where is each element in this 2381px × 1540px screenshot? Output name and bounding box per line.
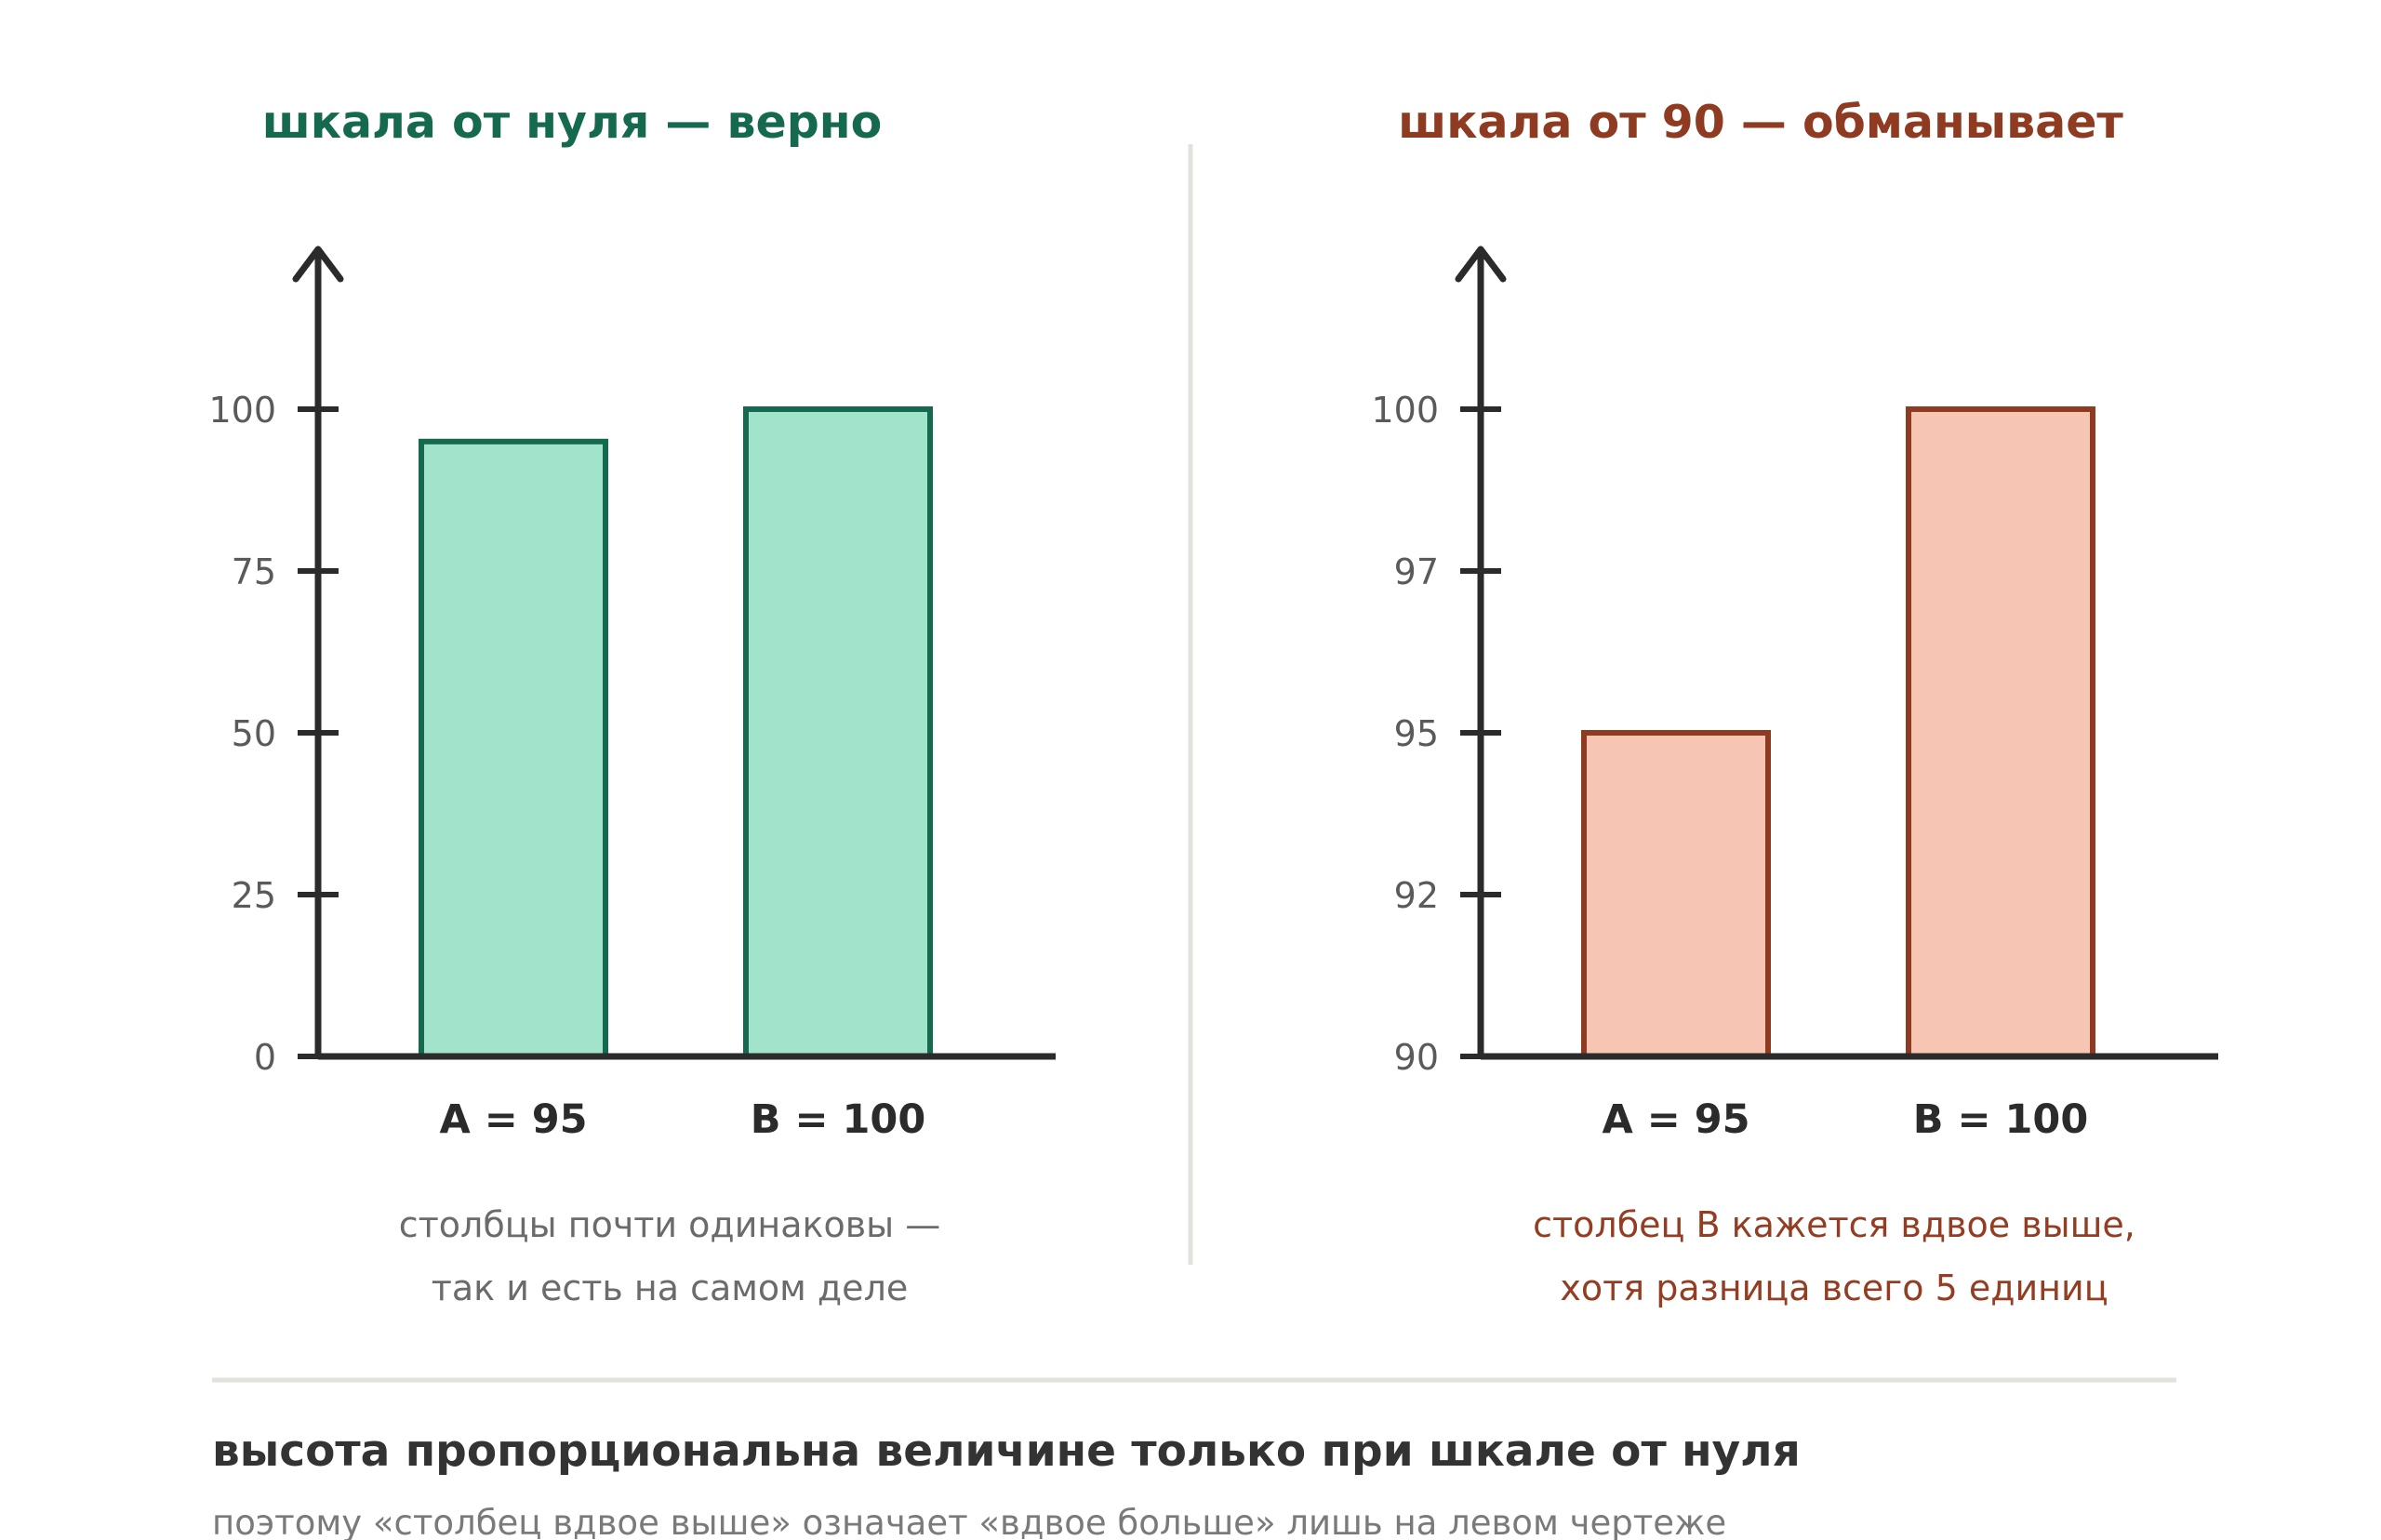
right-chart-panel: шкала от 90 — обманывает 90 92 95 97 100 A =… xyxy=(1371,96,2218,1308)
footer-title: высота пропорциональна величине только п… xyxy=(212,1426,1801,1477)
right-category-labels: A = 95 B = 100 xyxy=(1602,1096,2088,1143)
footer-subtitle: поэтому «столбец вдвое выше» означает «в… xyxy=(212,1503,1726,1540)
left-category-labels: A = 95 B = 100 xyxy=(439,1096,925,1143)
right-y-tick-label: 97 xyxy=(1394,551,1439,592)
left-bars xyxy=(419,406,933,1059)
left-category-label-a: A = 95 xyxy=(439,1096,587,1143)
right-y-tick-label: 90 xyxy=(1394,1037,1439,1078)
right-note-line-2: хотя разница всего 5 единиц xyxy=(1560,1268,2108,1308)
left-bar-a xyxy=(419,438,608,1059)
left-y-tick-label: 50 xyxy=(232,713,276,754)
right-category-label-b: B = 100 xyxy=(1913,1096,2089,1143)
left-chart-title: шкала от нуля — верно xyxy=(262,96,883,149)
right-y-axis-arrow xyxy=(1455,246,1507,283)
right-category-label-a: A = 95 xyxy=(1602,1096,1749,1143)
left-axes xyxy=(292,246,1056,1060)
left-category-label-b: B = 100 xyxy=(751,1096,926,1143)
left-y-tick-label: 75 xyxy=(232,551,276,592)
right-y-tick-label: 95 xyxy=(1394,713,1439,754)
left-y-tick-label: 100 xyxy=(208,390,276,431)
right-chart-title: шкала от 90 — обманывает xyxy=(1398,96,2123,149)
left-chart-panel: шкала от нуля — верно 0 25 50 75 100 A = 95 B… xyxy=(208,96,1056,1308)
left-note-line-1: столбцы почти одинаковы — xyxy=(399,1204,940,1245)
right-bar-a xyxy=(1581,730,1771,1059)
right-note-line-1: столбец B кажется вдвое выше, xyxy=(1533,1204,2135,1245)
right-y-tick-label: 100 xyxy=(1371,390,1439,431)
left-y-tick-label: 0 xyxy=(254,1037,276,1078)
right-bar-b xyxy=(1906,406,2095,1059)
left-y-axis-arrow xyxy=(292,246,344,283)
left-bar-b xyxy=(743,406,933,1059)
left-y-tick-label: 25 xyxy=(232,875,276,916)
right-y-tick-label: 92 xyxy=(1394,875,1439,916)
right-bars xyxy=(1581,406,2095,1059)
right-axes xyxy=(1455,246,2218,1060)
left-note-line-2: так и есть на самом деле xyxy=(432,1268,908,1308)
